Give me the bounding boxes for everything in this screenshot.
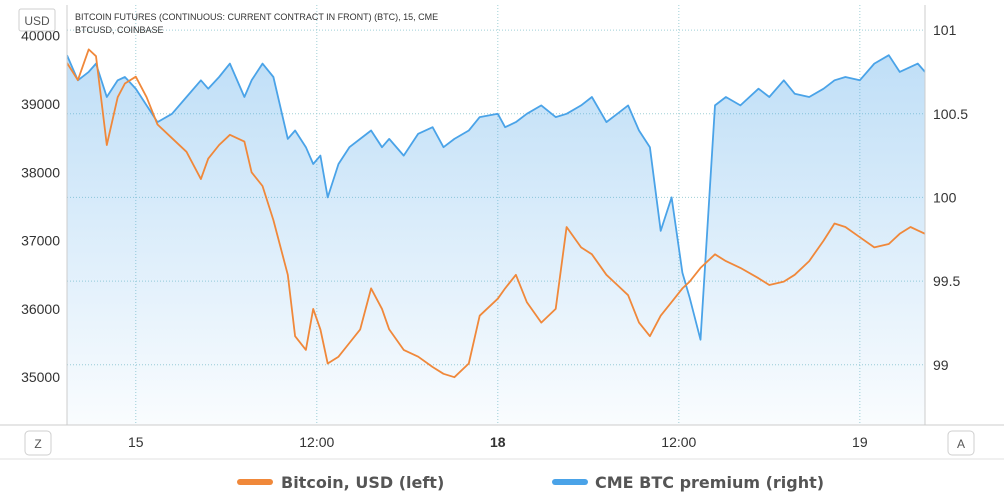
left-tick-label: 36000	[21, 301, 60, 317]
legend: Bitcoin, USD (left) CME BTC premium (rig…	[237, 473, 824, 492]
left-tick-label: 35000	[21, 369, 60, 385]
x-tick-label: 12:00	[661, 434, 696, 450]
chart-title: BITCOIN FUTURES (CONTINUOUS: CURRENT CON…	[75, 12, 438, 22]
zoom-label: Z	[34, 437, 41, 451]
x-tick-label: 18	[490, 434, 506, 450]
right-tick-label: 100.5	[933, 106, 968, 122]
x-tick-label: 15	[128, 434, 144, 450]
x-tick-label: 19	[852, 434, 868, 450]
legend-item-bitcoin[interactable]: Bitcoin, USD (left)	[237, 473, 444, 492]
premium-area	[67, 55, 925, 425]
left-tick-label: 39000	[21, 96, 60, 112]
auto-scale-button[interactable]: A	[947, 430, 975, 456]
series-cme-premium	[67, 54, 925, 341]
premium-area-fill	[67, 55, 925, 425]
legend-label-premium: CME BTC premium (right)	[595, 473, 824, 492]
legend-label-bitcoin: Bitcoin, USD (left)	[281, 473, 444, 492]
x-axis-ticks: 15 12:00 18 12:00 19	[128, 434, 868, 450]
right-tick-label: 101	[933, 22, 957, 38]
series-layer	[67, 48, 925, 379]
currency-label: USD	[24, 14, 50, 28]
left-tick-label: 40000	[21, 28, 60, 44]
right-tick-label: 99	[933, 357, 949, 373]
left-tick-label: 38000	[21, 164, 60, 180]
right-tick-label: 99.5	[933, 273, 960, 289]
right-axis-ticks: 101 100.5 100 99.5 99	[933, 22, 968, 373]
legend-item-premium[interactable]: CME BTC premium (right)	[552, 473, 824, 492]
currency-button[interactable]: USD	[18, 8, 56, 32]
left-axis-ticks: 40000 39000 38000 37000 36000 35000	[21, 28, 60, 385]
auto-label: A	[957, 437, 965, 451]
zoom-button[interactable]: Z	[24, 430, 52, 456]
right-tick-label: 100	[933, 189, 957, 205]
series-bitcoin-usd	[67, 48, 925, 379]
x-tick-label: 12:00	[299, 434, 334, 450]
left-tick-label: 37000	[21, 233, 60, 249]
chart-subtitle: BTCUSD, COINBASE	[75, 25, 164, 35]
